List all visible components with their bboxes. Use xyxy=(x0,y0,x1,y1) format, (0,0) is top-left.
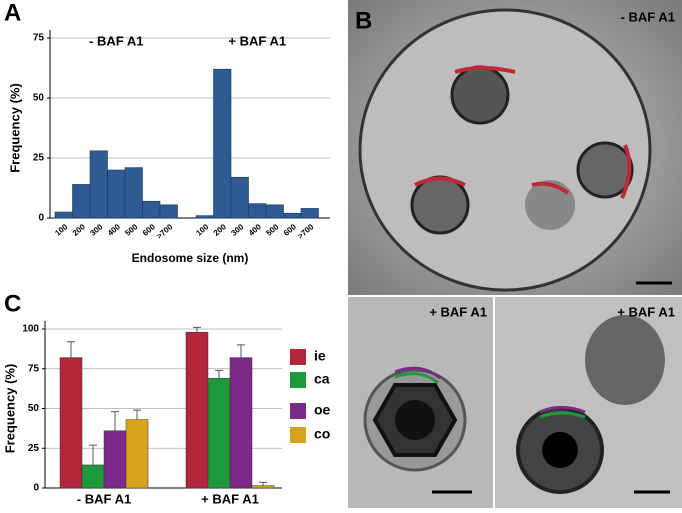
x-tick-label: >700 xyxy=(296,222,316,241)
x-tick-label: 400 xyxy=(247,222,263,238)
x-tick-label: 300 xyxy=(88,222,104,238)
y-axis-label: Frequency (%) xyxy=(2,364,17,454)
x-tick-label: 300 xyxy=(229,222,245,238)
bar xyxy=(248,203,267,219)
legend-swatch xyxy=(290,427,306,443)
bar xyxy=(59,357,83,489)
image-label: - BAF A1 xyxy=(621,9,675,24)
y-tick-label: 75 xyxy=(33,33,45,44)
bar xyxy=(195,215,214,219)
bar xyxy=(229,357,253,489)
group-label: + BAF A1 xyxy=(228,33,286,48)
panel-label: B xyxy=(355,7,372,34)
x-tick-label: + BAF A1 xyxy=(201,491,259,506)
y-tick-label: 100 xyxy=(22,324,39,335)
bar xyxy=(159,204,178,219)
bar xyxy=(185,331,209,489)
bar xyxy=(300,208,319,219)
y-tick-label: 75 xyxy=(28,363,40,374)
legend-label: ca xyxy=(314,371,330,387)
bar xyxy=(72,184,91,219)
legend-label: oe xyxy=(314,402,331,418)
x-tick-label: - BAF A1 xyxy=(77,491,131,506)
bar xyxy=(89,150,108,219)
bar xyxy=(54,211,73,219)
legend-label: ie xyxy=(314,348,326,364)
x-tick-label: 100 xyxy=(53,222,69,238)
micrograph-br xyxy=(495,297,682,508)
error-bar xyxy=(111,411,119,431)
bar xyxy=(124,167,143,219)
error-bar xyxy=(67,341,75,358)
group-label: - BAF A1 xyxy=(89,33,143,48)
x-tick-label: 400 xyxy=(106,222,122,238)
panel-label: C xyxy=(4,290,21,317)
bar xyxy=(107,169,126,219)
micrograph-b xyxy=(348,0,682,295)
x-tick-label: 500 xyxy=(264,222,280,238)
bar xyxy=(103,430,127,489)
bar xyxy=(283,212,302,219)
x-tick-label: 500 xyxy=(123,222,139,238)
image-label: + BAF A1 xyxy=(617,304,675,319)
x-tick-label: 200 xyxy=(212,222,228,238)
error-bar xyxy=(193,326,201,333)
error-bar xyxy=(259,481,267,486)
legend-swatch xyxy=(290,372,306,388)
y-tick-label: 25 xyxy=(28,443,40,454)
bar xyxy=(81,464,105,489)
y-tick-label: 0 xyxy=(33,483,39,494)
bar xyxy=(230,176,249,219)
bar xyxy=(207,378,231,489)
bar xyxy=(142,200,161,219)
bar xyxy=(251,485,275,489)
error-bar xyxy=(237,344,245,358)
y-tick-label: 25 xyxy=(33,153,45,164)
y-tick-label: 0 xyxy=(38,213,44,224)
error-bar xyxy=(89,444,97,465)
error-bar xyxy=(215,369,223,379)
bar xyxy=(125,419,149,489)
y-tick-label: 50 xyxy=(33,93,45,104)
legend-swatch xyxy=(290,403,306,419)
y-axis-label: Frequency (%) xyxy=(7,83,22,173)
bar xyxy=(213,68,232,219)
y-tick-label: 50 xyxy=(28,403,40,414)
error-bar xyxy=(133,409,141,420)
bar xyxy=(265,204,284,219)
x-tick-label: 200 xyxy=(71,222,87,238)
x-tick-label: 100 xyxy=(194,222,210,238)
legend-label: co xyxy=(314,426,330,442)
x-tick-label: >700 xyxy=(155,222,175,241)
legend-swatch xyxy=(290,349,306,365)
micrograph-bl xyxy=(348,297,493,508)
x-axis-label: Endosome size (nm) xyxy=(132,251,249,265)
image-label: + BAF A1 xyxy=(429,304,487,319)
panel-label: A xyxy=(4,0,21,26)
